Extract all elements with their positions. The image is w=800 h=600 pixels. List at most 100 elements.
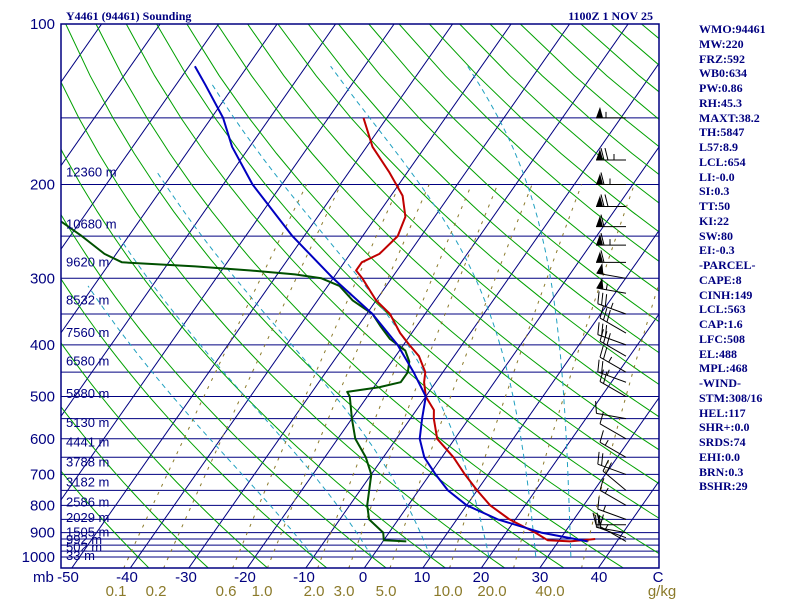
dry-adiabat-line xyxy=(65,24,565,568)
wind-barb-staff xyxy=(597,334,627,346)
stat-item: MPL:468 xyxy=(699,361,748,376)
wind-barb-flag xyxy=(597,322,600,335)
mixing-ratio-label: 0.2 xyxy=(146,583,167,600)
isotherm-line xyxy=(129,24,512,568)
wind-barb xyxy=(599,430,627,458)
isotherm-line xyxy=(61,24,220,251)
height-label: 3788 m xyxy=(66,455,109,470)
wind-barb-staff xyxy=(596,412,627,420)
wind-barb-flag xyxy=(600,214,605,227)
dry-adiabat-line xyxy=(247,24,659,418)
wind-barb-flag xyxy=(606,309,611,323)
dry-adiabat-line xyxy=(61,406,209,568)
isotherm-line xyxy=(61,24,337,418)
x-axis-unit-label: mb xyxy=(33,569,54,586)
wind-barb xyxy=(596,233,626,246)
wind-barb xyxy=(597,359,627,383)
mixing-ratio-label: 40.0 xyxy=(535,583,564,600)
wind-barb-flag xyxy=(599,515,601,529)
stat-item: LCL:563 xyxy=(699,302,746,317)
pressure-tick-label: 1000 xyxy=(22,549,55,566)
wind-profile xyxy=(592,106,627,542)
mixing-ratio-label: 20.0 xyxy=(477,583,506,600)
dry-adiabat-line xyxy=(61,278,328,568)
wind-barb-flag xyxy=(601,453,604,466)
wind-barb-staff xyxy=(597,526,627,539)
wind-barb-flag xyxy=(604,194,609,207)
stat-item: RH:45.3 xyxy=(699,95,742,110)
wind-barb-pennant xyxy=(596,277,604,290)
stat-item: EHI:0.0 xyxy=(699,449,741,464)
wind-barb-pennant xyxy=(596,234,603,246)
stat-item: FRZ:592 xyxy=(699,51,745,66)
stat-item: CAPE:8 xyxy=(699,272,742,287)
wind-barb xyxy=(596,262,627,279)
temperature-tick-label: 30 xyxy=(532,569,549,586)
dry-adiabat-line xyxy=(277,24,659,386)
stat-item: HEL:117 xyxy=(699,405,746,420)
mixing-ratio-label: g/kg xyxy=(648,583,676,600)
isotherm-line xyxy=(71,24,454,568)
dry-adiabat-line xyxy=(61,213,387,568)
height-label: 992 m xyxy=(66,532,102,547)
wind-barb-staff xyxy=(599,381,627,397)
stat-item: LCL:654 xyxy=(699,154,746,169)
plot-frame xyxy=(60,23,660,569)
wind-barb-half-flag xyxy=(606,369,610,376)
isotherm-line xyxy=(61,24,278,334)
wind-barb xyxy=(596,106,626,119)
wind-barb-pennant xyxy=(596,106,603,118)
stat-item: TH:5847 xyxy=(699,125,745,140)
temperature-tick-label: -20 xyxy=(234,569,256,586)
stat-item: KI:22 xyxy=(699,213,729,228)
isotherm-line xyxy=(480,313,659,568)
isotherm-line xyxy=(61,24,395,501)
height-label: 10680 m xyxy=(66,217,117,232)
dry-adiabat-line xyxy=(61,342,269,568)
wind-barb-flag xyxy=(597,451,600,465)
wind-barb-half-flag xyxy=(608,356,613,363)
stat-item: SW:80 xyxy=(699,228,734,243)
sounding-time: 1100Z 1 NOV 25 xyxy=(568,9,653,23)
wind-barb-flag xyxy=(604,325,608,338)
wind-barb-flag xyxy=(595,515,597,528)
stat-item: STM:308/16 xyxy=(699,390,763,405)
wind-barb-pennant xyxy=(596,262,604,275)
wind-barb xyxy=(599,345,627,373)
moist-adiabat-line xyxy=(211,84,490,558)
mixing-ratio-label: 0.6 xyxy=(216,583,237,600)
wind-barb-staff xyxy=(602,470,627,491)
wind-barb-staff xyxy=(596,287,627,294)
height-label: 6580 m xyxy=(66,354,109,369)
stat-item: WMO:94461 xyxy=(699,22,766,36)
wind-barb xyxy=(597,515,627,539)
dry-adiabat-line xyxy=(156,24,659,519)
stat-item: LFC:508 xyxy=(699,331,745,346)
height-label: 2586 m xyxy=(66,494,109,509)
pressure-tick-label: 400 xyxy=(30,337,55,354)
wind-barb xyxy=(596,172,626,185)
wind-barb-flag xyxy=(602,459,609,472)
temperature-tick-label: 10 xyxy=(414,569,431,586)
stat-item: TT:50 xyxy=(699,199,731,213)
moist-adiabat-line xyxy=(330,65,537,558)
plot-background xyxy=(61,24,659,568)
height-label: 33 m xyxy=(66,548,95,563)
wind-barb xyxy=(595,401,627,420)
temperature-tick-label: 40 xyxy=(591,569,608,586)
stat-item: SRDS:74 xyxy=(699,435,746,449)
pressure-tick-label: 800 xyxy=(30,497,55,514)
wind-barb-half-flag xyxy=(610,302,614,309)
moist-adiabat-line xyxy=(87,285,314,558)
wind-barb-staff xyxy=(596,526,627,534)
wind-barb-flag xyxy=(603,307,608,321)
stat-item: EI:-0.3 xyxy=(699,243,735,258)
mixing-ratio-line xyxy=(348,184,499,568)
wind-barb-flag xyxy=(604,294,608,307)
stat-item: L57:8.9 xyxy=(699,140,738,154)
isotherm-line xyxy=(363,146,659,568)
wind-barb xyxy=(592,512,626,526)
temperature-profile xyxy=(355,117,596,543)
parcel-profile xyxy=(194,65,588,543)
